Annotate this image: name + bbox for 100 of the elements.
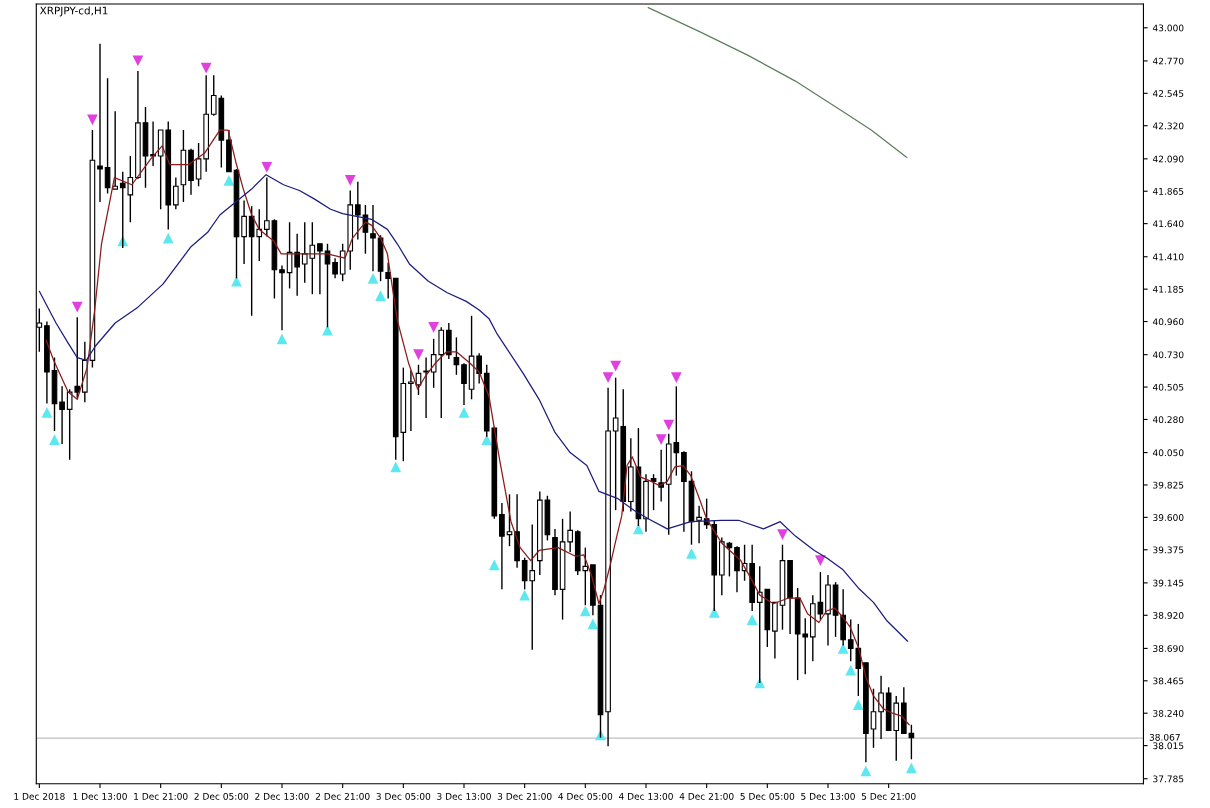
candlestick — [339, 243, 346, 282]
point — [610, 360, 622, 372]
point — [746, 614, 758, 625]
chart-title: XRPJPY-cd,H1 — [39, 6, 108, 17]
point — [162, 232, 174, 244]
y-tick-label: 40.730 — [1152, 351, 1184, 359]
point — [223, 175, 235, 186]
point — [413, 349, 424, 361]
point — [41, 406, 53, 418]
x-tick-label: 1 Dec 13:00 — [73, 792, 127, 800]
point — [261, 162, 273, 173]
point — [670, 372, 682, 384]
point — [686, 547, 697, 559]
point — [837, 643, 849, 654]
candlestick — [408, 369, 414, 432]
x-tick-label: 4 Dec 13:00 — [618, 792, 673, 800]
point — [276, 333, 288, 345]
y-tick-label: 42.770 — [1152, 57, 1184, 65]
point — [633, 523, 644, 535]
candlestick — [317, 243, 323, 295]
candlestick — [506, 493, 513, 547]
y-tick-label: 39.600 — [1153, 514, 1184, 521]
point — [860, 765, 872, 777]
y-tick-label: 40.280 — [1152, 416, 1184, 424]
point — [458, 406, 470, 418]
line-series — [45, 129, 910, 726]
y-tick-label: 40.505 — [1152, 383, 1184, 391]
point — [200, 62, 212, 74]
x-tick-label: 2 Dec 05:00 — [194, 792, 249, 800]
candlestick — [104, 77, 111, 195]
candlestick — [173, 176, 179, 210]
y-tick-label: 39.145 — [1153, 579, 1184, 587]
point — [579, 605, 591, 617]
y-tick-label: 38.920 — [1153, 612, 1184, 619]
x-tick-label: 5 Dec 05:00 — [740, 792, 795, 800]
candlestick — [870, 688, 877, 749]
point — [587, 618, 599, 630]
point — [815, 555, 826, 566]
x-tick-label: 5 Dec 21:00 — [861, 792, 916, 800]
point — [367, 272, 379, 284]
point — [481, 434, 493, 445]
y-tick-label: 38.240 — [1153, 709, 1184, 717]
point — [49, 434, 60, 445]
candlestick — [112, 110, 118, 190]
x-tick-label: 1 Dec 21:00 — [134, 792, 188, 800]
point — [663, 419, 675, 431]
y-tick-label: 41.185 — [1152, 285, 1184, 293]
y-tick-label: 42.545 — [1152, 90, 1184, 97]
candlestick — [734, 545, 740, 593]
point — [602, 372, 614, 384]
line-series — [647, 7, 908, 159]
point — [488, 559, 500, 571]
x-tick-label: 1 Dec 2018 — [14, 792, 65, 800]
candlestick — [423, 356, 429, 419]
x-tick-label: 3 Dec 13:00 — [437, 792, 491, 800]
point — [852, 699, 864, 710]
point — [777, 529, 788, 541]
candlestick — [59, 385, 65, 445]
point — [519, 589, 531, 601]
candlestick — [150, 120, 156, 167]
y-tick-label: 41.640 — [1152, 220, 1184, 228]
candlestick — [332, 257, 338, 280]
x-tick-label: 3 Dec 05:00 — [376, 792, 431, 800]
candlestick — [453, 336, 460, 376]
y-tick-label: 43.000 — [1152, 24, 1184, 32]
candlestick — [499, 502, 505, 591]
candlestick — [696, 505, 702, 544]
y-tick-label: 41.865 — [1152, 187, 1184, 195]
x-tick-label: 4 Dec 21:00 — [679, 792, 734, 800]
candlestick — [241, 199, 247, 265]
y-tick-label: 39.825 — [1153, 481, 1184, 489]
y-tick-label: 42.090 — [1152, 155, 1184, 163]
y-tick-label: 40.050 — [1152, 449, 1184, 457]
candlestick — [461, 362, 467, 406]
candlestick — [370, 204, 376, 272]
point — [428, 321, 440, 333]
y-tick-label: 37.785 — [1153, 775, 1184, 783]
point — [87, 114, 98, 126]
point — [655, 434, 667, 445]
candlestick — [97, 42, 103, 203]
point — [390, 461, 402, 473]
point — [906, 762, 917, 774]
candlestick — [385, 261, 391, 300]
point — [344, 175, 356, 186]
candlestick — [279, 264, 285, 331]
x-tick-label: 4 Dec 05:00 — [558, 792, 613, 800]
y-tick-label: 41.410 — [1152, 253, 1184, 261]
y-tick-label: 38.690 — [1153, 645, 1184, 652]
candlestick — [878, 675, 884, 740]
y-tick-label: 40.960 — [1152, 318, 1184, 326]
point — [845, 664, 857, 676]
x-tick-label: 5 Dec 13:00 — [801, 792, 855, 800]
x-tick-label: 3 Dec 21:00 — [497, 792, 552, 800]
y-tick-label: 39.375 — [1153, 546, 1184, 554]
point — [375, 290, 386, 301]
x-tick-label: 2 Dec 21:00 — [315, 792, 370, 800]
ref-line-label: 38.067 — [1149, 733, 1180, 741]
point — [708, 607, 720, 618]
x-tick-label: 2 Dec 13:00 — [255, 792, 309, 800]
y-tick-label: 42.320 — [1152, 122, 1184, 130]
